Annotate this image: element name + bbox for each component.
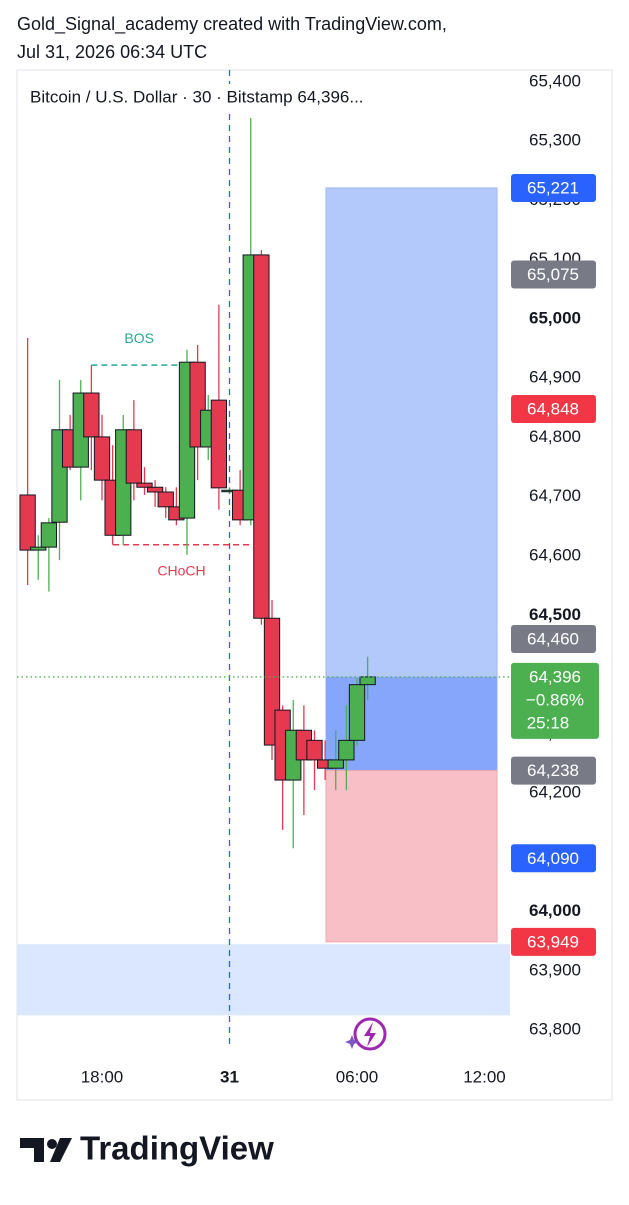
candle-body: [40, 522, 58, 548]
candle-body: [83, 392, 100, 438]
y-tick-label: 63,800: [529, 1020, 581, 1039]
lightning-icon: [345, 1017, 387, 1051]
x-tick-label: 06:00: [336, 1067, 379, 1086]
chart-frame: [16, 69, 613, 1101]
header-line: Gold_Signal_academy created with Trading…: [17, 14, 447, 35]
candle-body: [359, 676, 376, 686]
candle-body: [93, 436, 111, 481]
candle-body: [136, 482, 153, 488]
x-tick-label: 31: [220, 1067, 239, 1086]
candle-body: [30, 546, 47, 551]
candle-body: [253, 254, 270, 619]
y-tick-label: 64,800: [529, 427, 581, 446]
candle-body: [348, 684, 366, 741]
footer-brand: TradingView: [80, 1130, 274, 1167]
y-tick-label: 64,600: [529, 546, 581, 565]
y-tick-label: 65,400: [529, 71, 581, 90]
price-badge: [511, 756, 596, 785]
current-price-countdown: 25:18: [527, 713, 570, 732]
annotation-label: CHoCH: [157, 562, 205, 578]
price-badge: [511, 260, 596, 289]
candle-body: [146, 486, 164, 493]
candle-body: [19, 494, 36, 551]
price-badge-label: 64,238: [527, 761, 579, 780]
y-tick-label: 63,900: [529, 960, 581, 979]
price-badge-label: 64,460: [527, 629, 579, 648]
price-badge: [511, 844, 596, 873]
price-badge: [511, 395, 596, 424]
price-badge: [511, 927, 596, 956]
candle-body: [306, 739, 323, 761]
y-tick-label: 64,700: [529, 486, 581, 505]
price-badge-label: 64,848: [527, 400, 579, 419]
price-badge: [511, 624, 596, 653]
y-tick-label: 64,500: [529, 605, 581, 624]
price-badge-label: 65,221: [527, 178, 579, 197]
candle-body: [338, 739, 355, 761]
current-price-badge: [511, 662, 599, 739]
price-badge-label: 64,090: [527, 849, 579, 868]
candle-body: [125, 429, 143, 484]
current-price-label: 64,396: [529, 667, 581, 686]
x-tick-label: 12:00: [463, 1067, 506, 1086]
target-zone: [325, 187, 498, 772]
annotation-label: BOS: [124, 330, 154, 346]
y-tick-label: 65,300: [529, 131, 581, 150]
candle-body: [210, 399, 228, 489]
price-badge: [511, 173, 596, 202]
legend-text: Bitcoin / U.S. Dollar · 30 · Bitstamp 64…: [30, 87, 364, 106]
header-line: Jul 31, 2026 06:34 UTC: [17, 42, 207, 62]
stop-zone: [325, 770, 498, 943]
candle-body: [327, 759, 344, 769]
y-tick-label: 64,900: [529, 368, 581, 387]
zone: [17, 944, 510, 1016]
candle-body: [157, 491, 174, 508]
x-tick-label: 18:00: [81, 1067, 124, 1086]
y-tick-label: 64,200: [529, 783, 581, 802]
plot: BOS CHoCH Bitcoin / U.S. Dollar · 30 · Bit…: [17, 70, 599, 1086]
footer-logo: [20, 1138, 72, 1162]
legend-bg: [22, 84, 422, 112]
y-tick-label: 64,000: [529, 901, 581, 920]
current-price-change: −0.86%: [526, 690, 584, 709]
y-tick-label: 65,000: [529, 308, 581, 327]
price-badge-label: 63,949: [527, 932, 579, 951]
price-badge-label: 65,075: [527, 265, 579, 284]
